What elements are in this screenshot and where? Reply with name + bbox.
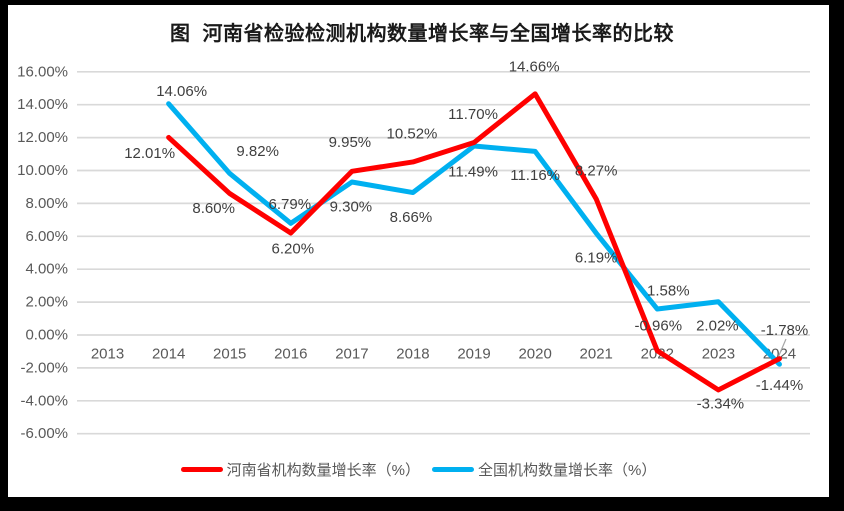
data-label: 6.20% [272, 241, 315, 258]
y-tick-label: 4.00% [25, 261, 68, 278]
x-tick-label: 2016 [274, 346, 307, 363]
data-label: 9.95% [329, 134, 372, 151]
y-tick-label: 6.00% [25, 228, 68, 245]
y-tick-label: -6.00% [20, 425, 68, 442]
x-tick-label: 2021 [580, 346, 613, 363]
y-tick-label: 0.00% [25, 327, 68, 344]
chart-title: 图 河南省检验检测机构数量增长率与全国增长率的比较 [169, 23, 675, 45]
x-tick-label: 2019 [457, 346, 490, 363]
data-label: 9.82% [236, 143, 279, 160]
y-tick-label: 10.00% [17, 162, 68, 179]
legend-item-henan: 河南省机构数量增长率（%） [180, 459, 420, 480]
data-label: 6.19% [575, 250, 618, 267]
x-tick-label: 2013 [91, 346, 124, 363]
national-series-swatch [432, 467, 474, 472]
x-tick-label: 2015 [213, 346, 246, 363]
data-label: 8.66% [390, 209, 433, 226]
y-tick-label: 14.00% [17, 96, 68, 113]
y-tick-label: -4.00% [20, 392, 68, 409]
y-tick-label: 12.00% [17, 129, 68, 146]
data-label: 8.60% [192, 200, 235, 217]
data-label: 9.30% [330, 199, 373, 216]
national-series-label: 全国机构数量增长率（%） [478, 462, 657, 479]
data-label: 8.27% [575, 162, 618, 179]
henan-series-label: 河南省机构数量增长率（%） [226, 462, 420, 479]
data-label: -0.96% [635, 317, 683, 334]
data-label: 14.06% [156, 83, 207, 100]
x-tick-label: 2014 [152, 346, 185, 363]
data-label: 2.02% [696, 317, 739, 334]
y-tick-label: -2.00% [20, 359, 68, 376]
series-line-national [166, 101, 782, 367]
data-label: -3.34% [697, 395, 745, 412]
data-label: 11.49% [448, 163, 498, 180]
y-tick-label: 2.00% [25, 294, 68, 311]
x-tick-label: 2018 [396, 346, 429, 363]
data-label: -1.44% [756, 377, 804, 394]
y-tick-label: 8.00% [25, 195, 68, 212]
x-tick-label: 2017 [335, 346, 368, 363]
data-label: 12.01% [124, 145, 175, 162]
data-label: 14.66% [509, 58, 560, 75]
legend-item-national: 全国机构数量增长率（%） [432, 459, 656, 480]
data-label: 11.70% [448, 106, 498, 123]
x-tick-label: 2020 [518, 346, 551, 363]
x-tick-label: 2023 [702, 346, 735, 363]
data-label: 1.58% [647, 283, 690, 300]
data-label: -1.78% [761, 322, 809, 339]
data-label: 11.16% [510, 167, 560, 184]
chart-canvas [8, 5, 829, 497]
henan-series-swatch [180, 467, 223, 472]
data-label: 10.52% [387, 125, 438, 142]
y-tick-label: 16.00% [17, 63, 68, 80]
legend: 河南省机构数量增长率（%） 全国机构数量增长率（%） [8, 459, 829, 480]
data-label: 6.79% [269, 196, 312, 213]
series-line-henan [166, 91, 782, 393]
